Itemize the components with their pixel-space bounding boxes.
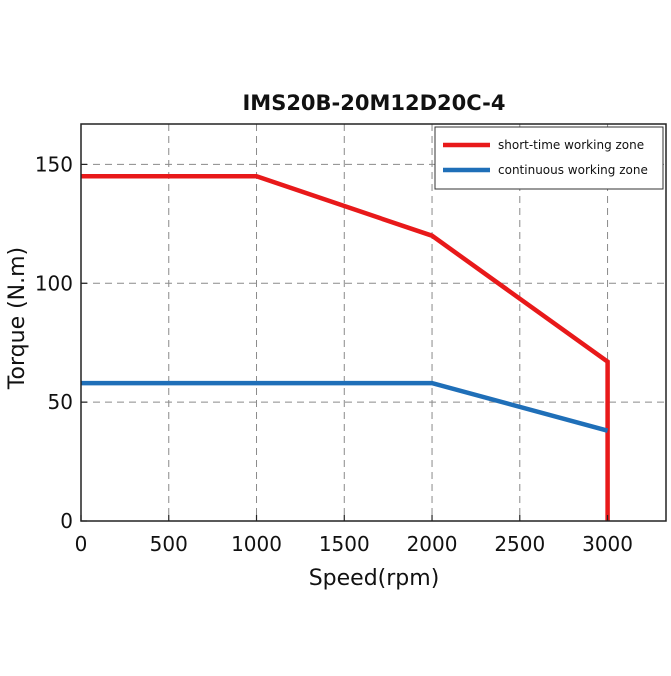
grid [81,124,666,521]
x-tick-label: 500 [150,532,188,556]
y-tick-label: 0 [60,509,73,533]
y-tick-label: 150 [35,152,73,176]
x-tick-label: 1500 [319,532,370,556]
x-tick-label: 2500 [494,532,545,556]
x-axis-label: Speed(rpm) [309,566,440,591]
x-axis-ticks: 0 500 1000 1500 2000 2500 3000 [75,515,633,556]
legend-label-1: short-time working zone [498,138,644,152]
x-tick-label: 3000 [582,532,633,556]
legend-box [434,126,664,190]
x-tick-label: 0 [75,532,88,556]
legend: short-time working zone continuous workin… [434,126,664,190]
series-layer [81,174,610,521]
y-axis-label: Torque (N.m) [5,247,30,390]
y-tick-label: 100 [35,271,73,295]
series-line-1 [81,174,610,521]
series-line-2 [81,380,609,433]
y-tick-label: 50 [48,390,73,414]
chart-title: IMS20B-20M12D20C-4 [242,91,505,115]
y-axis-ticks: 0 50 100 150 [35,152,87,533]
x-tick-label: 2000 [407,532,458,556]
x-tick-label: 1000 [231,532,282,556]
legend-label-2: continuous working zone [498,163,648,177]
plot-frame [80,123,667,522]
